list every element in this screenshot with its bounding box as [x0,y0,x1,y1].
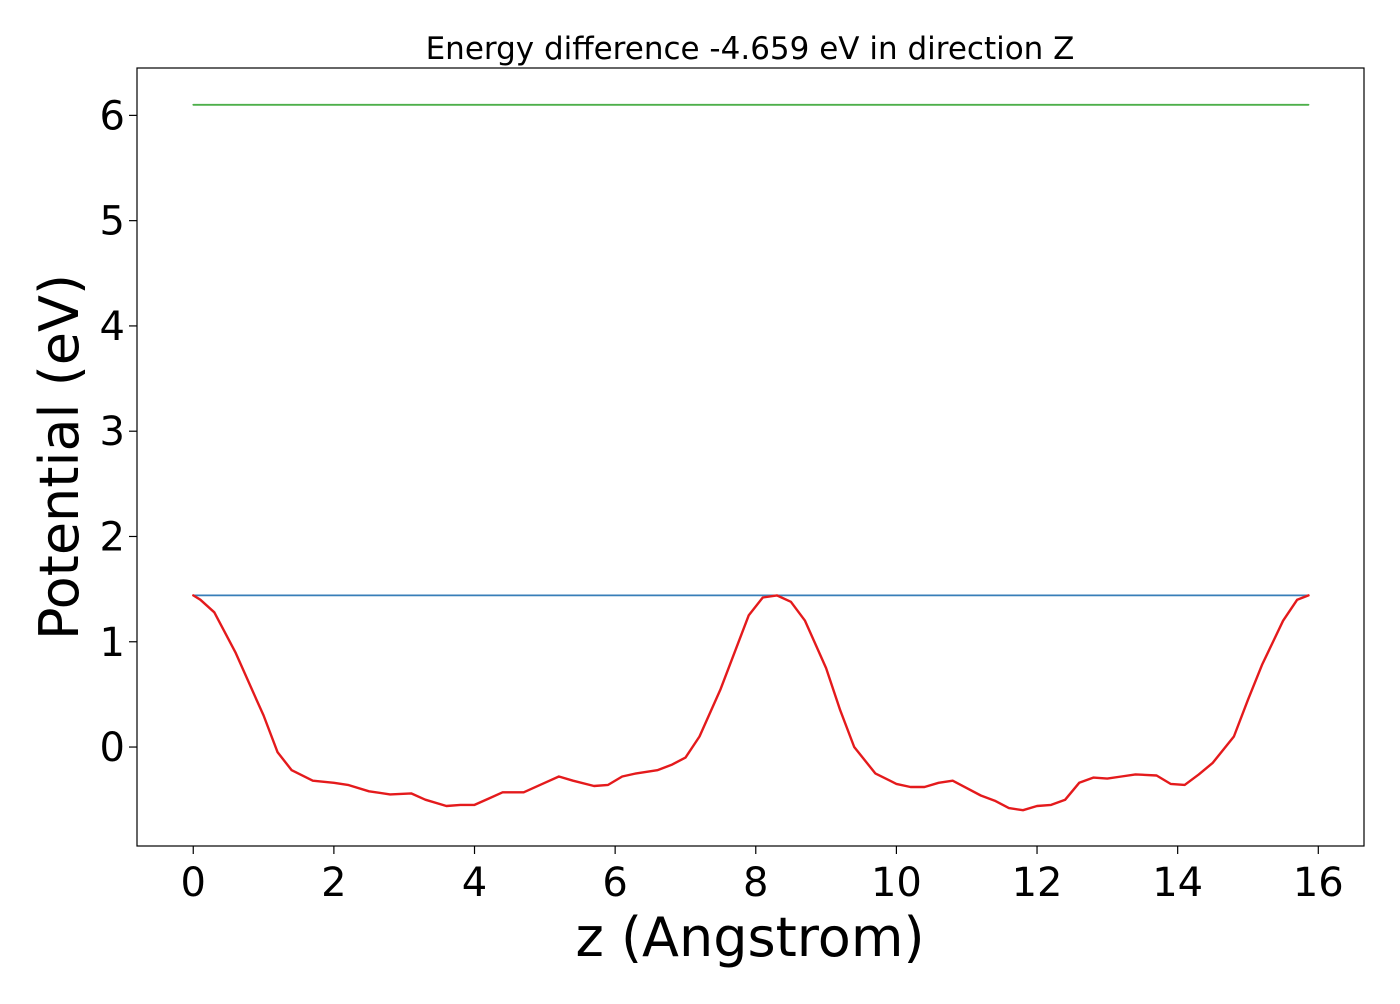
y-tick-label: 5 [100,199,125,245]
y-tick-label: 2 [100,514,125,560]
x-tick-label: 6 [602,860,627,906]
x-tick-label: 4 [462,860,487,906]
x-axis-label: z (Angstrom) [575,906,924,969]
x-tick-label: 10 [871,860,922,906]
x-tick-label: 0 [181,860,206,906]
x-tick-label: 14 [1152,860,1203,906]
y-tick-label: 0 [100,725,125,771]
y-axis-ticks: 0 1 2 3 4 5 6 [100,93,137,771]
plot-frame [136,67,1365,847]
y-axis-label: Potential (eV) [28,274,91,640]
chart-title: Energy difference -4.659 eV in direction… [426,31,1075,67]
y-tick-label: 1 [100,620,125,666]
x-tick-label: 8 [743,860,768,906]
y-tick-label: 4 [100,304,125,350]
x-axis-ticks: 0 2 4 6 8 10 12 14 16 [181,846,1344,906]
y-tick-label: 6 [100,93,125,139]
x-tick-label: 16 [1293,860,1344,906]
x-tick-label: 12 [1012,860,1063,906]
y-tick-label: 3 [100,409,125,455]
series-layer [192,103,1310,812]
red-series-line [192,594,1310,812]
x-tick-label: 2 [321,860,346,906]
